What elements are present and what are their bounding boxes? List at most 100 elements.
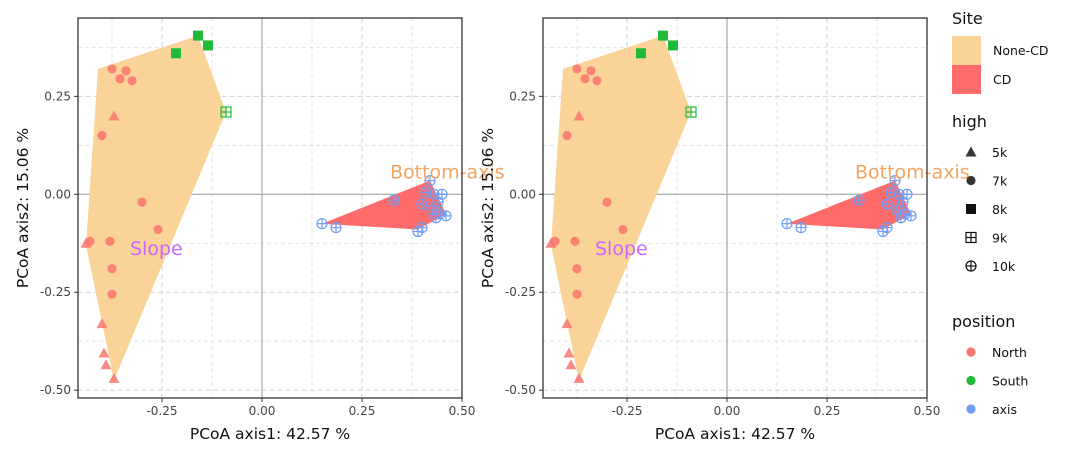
circle-shape (107, 64, 117, 74)
data-point (330, 221, 342, 234)
data-point (424, 174, 436, 187)
data-point (905, 210, 917, 222)
hull-none-cd (86, 35, 226, 381)
circle-shape (137, 197, 147, 207)
square-shape (658, 30, 668, 41)
y-tick-label: -0.25 (505, 285, 536, 299)
x-tick-label: 0.25 (349, 404, 376, 418)
data-point (636, 48, 646, 59)
legend-key-7k (966, 175, 976, 186)
data-point (565, 359, 577, 370)
data-point (586, 66, 596, 76)
data-point (121, 66, 131, 76)
legend-key-10k (965, 260, 977, 272)
circle-shape (966, 175, 976, 186)
data-point (853, 194, 865, 206)
data-point (562, 130, 572, 141)
x-axis-title: PCoA axis1: 42.57 % (190, 425, 350, 443)
data-point (80, 237, 92, 248)
triangle-shape (565, 359, 577, 370)
legend-label: axis (992, 402, 1017, 417)
circle-shape (572, 64, 582, 74)
legend-swatch-cd (952, 65, 981, 94)
triangle-shape (80, 237, 92, 248)
annotation-bottom-axis: Bottom-axis (855, 162, 970, 184)
square-shape (636, 48, 646, 59)
circle-shape (153, 224, 163, 235)
circle-shape (592, 76, 602, 86)
legend-key-south (966, 375, 976, 386)
data-point (430, 212, 442, 224)
data-point (877, 225, 889, 238)
legend-label: 8k (992, 202, 1008, 217)
triangle-shape (108, 372, 120, 383)
y-tick-label: 0.00 (44, 187, 71, 201)
y-tick-label: 0.25 (509, 89, 536, 103)
data-point (105, 236, 115, 246)
pcoa-panel-right: Slope Bottom-axis -0.25 0.00 0.25 0.50 -0.50 -0… (479, 17, 970, 443)
circle-shape (570, 236, 580, 246)
data-point (572, 264, 582, 274)
data-point (602, 197, 612, 207)
data-point (108, 110, 120, 121)
circle-shape (562, 130, 572, 141)
legend-swatch-none-cd (952, 36, 981, 65)
data-point (193, 30, 203, 41)
y-tick-label: 0.00 (509, 187, 536, 201)
legend-key-5k (965, 146, 977, 157)
data-point (127, 76, 137, 86)
data-point (171, 48, 181, 59)
data-point (572, 289, 582, 299)
x-tick-label: 0.00 (714, 404, 741, 418)
legend-key-8k (966, 204, 976, 214)
circle-shape (586, 66, 596, 76)
legend-key-axis (966, 404, 976, 414)
data-point (412, 225, 424, 238)
data-point (108, 372, 120, 383)
data-point (416, 198, 428, 210)
circle-shape (602, 197, 612, 207)
data-point (203, 40, 213, 51)
data-point (107, 289, 117, 299)
x-tick-label: 0.00 (249, 404, 276, 418)
y-axis-title: PCoA axis2: 15.06 % (14, 128, 32, 288)
data-point (668, 40, 678, 51)
data-point (592, 76, 602, 86)
circle-shape (115, 74, 125, 84)
data-point (573, 110, 585, 121)
data-point (889, 174, 901, 187)
triangle-shape (100, 359, 112, 370)
legend-title-site: Site (952, 9, 983, 28)
circle-shape (580, 74, 590, 84)
circle-shape (121, 66, 131, 76)
hull-none-cd (551, 35, 691, 381)
square-shape (668, 40, 678, 51)
triangle-shape (573, 110, 585, 121)
data-point (316, 218, 328, 230)
x-tick-label: 0.25 (814, 404, 841, 418)
x-tick-label: -0.25 (146, 404, 177, 418)
data-point (137, 197, 147, 207)
x-axis-title: PCoA axis1: 42.57 % (655, 425, 815, 443)
data-point (107, 64, 117, 74)
data-point (572, 64, 582, 74)
hull-cd (322, 180, 446, 230)
data-point (115, 74, 125, 84)
data-point (432, 196, 444, 208)
data-point (685, 106, 697, 118)
legend-key-north (966, 347, 976, 357)
hull-cd (787, 180, 911, 230)
y-tick-label: -0.50 (40, 383, 71, 397)
circle-shape (618, 224, 628, 235)
y-tick-label: -0.50 (505, 383, 536, 397)
data-point (220, 106, 232, 118)
data-point (570, 236, 580, 246)
square-shape (966, 204, 976, 214)
y-axis-title: PCoA axis2: 15.06 % (479, 128, 497, 288)
data-point (97, 130, 107, 141)
triangle-shape (573, 372, 585, 383)
legend-label: 10k (992, 259, 1016, 274)
data-point (561, 318, 573, 329)
circle-shape (127, 76, 137, 86)
